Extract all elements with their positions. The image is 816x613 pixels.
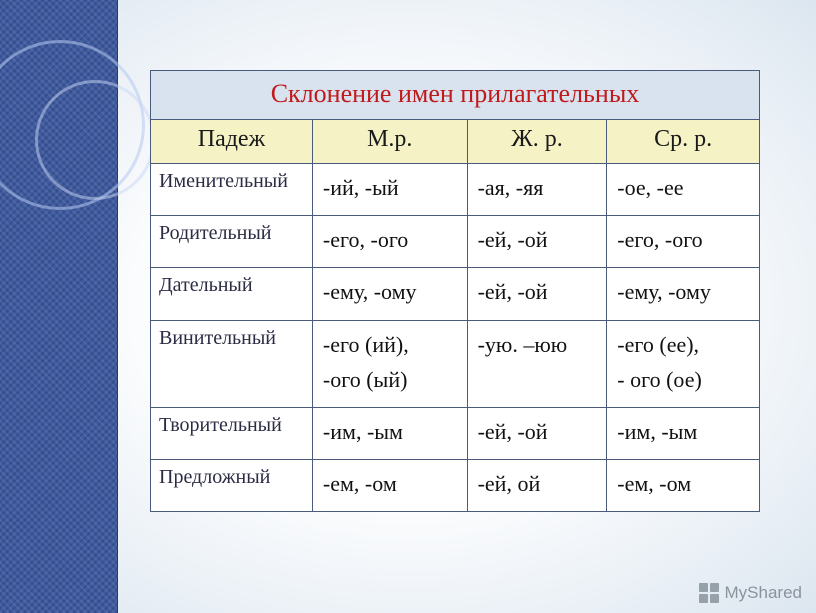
table-row: Предложный -ем, -ом -ей, ой -ем, -ом [151,460,760,512]
cell: -его, -ого [312,216,467,268]
watermark-text: MyShared [725,583,802,603]
col-masculine: М.р. [312,120,467,164]
cell: -ую. –юю [467,320,607,407]
cell: -ему, -ому [312,268,467,320]
table-row: Дательный -ему, -ому -ей, -ой -ему, -ому [151,268,760,320]
watermark: MyShared [699,583,802,603]
cell: -им, -ым [607,407,760,459]
table-header-row: Падеж М.р. Ж. р. Ср. р. [151,120,760,164]
cell: -его (ий),-ого (ый) [312,320,467,407]
table-row: Винительный -его (ий),-ого (ый) -ую. –юю… [151,320,760,407]
case-name: Предложный [151,460,313,512]
col-neuter: Ср. р. [607,120,760,164]
col-case: Падеж [151,120,313,164]
case-name: Родительный [151,216,313,268]
cell: -его, -ого [607,216,760,268]
case-name: Именительный [151,164,313,216]
declension-table: Склонение имен прилагательных Падеж М.р.… [150,70,760,512]
cell: -ем, -ом [312,460,467,512]
table-title: Склонение имен прилагательных [151,71,760,120]
cell: -ему, -ому [607,268,760,320]
cell: -им, -ым [312,407,467,459]
case-name: Винительный [151,320,313,407]
cell: -ем, -ом [607,460,760,512]
table-row: Родительный -его, -ого -ей, -ой -его, -о… [151,216,760,268]
cell: -ей, -ой [467,407,607,459]
cell: -ое, -ее [607,164,760,216]
case-name: Творительный [151,407,313,459]
table-row: Творительный -им, -ым -ей, -ой -им, -ым [151,407,760,459]
cell: -ей, -ой [467,268,607,320]
col-feminine: Ж. р. [467,120,607,164]
table-row: Именительный -ий, -ый -ая, -яя -ое, -ее [151,164,760,216]
cell: -ей, -ой [467,216,607,268]
cell: -его (ее),- ого (ое) [607,320,760,407]
decorative-ring [35,80,155,200]
cell: -ей, ой [467,460,607,512]
case-name: Дательный [151,268,313,320]
slide-content: Склонение имен прилагательных Падеж М.р.… [150,70,760,512]
grid-icon [699,583,719,603]
cell: -ий, -ый [312,164,467,216]
cell: -ая, -яя [467,164,607,216]
